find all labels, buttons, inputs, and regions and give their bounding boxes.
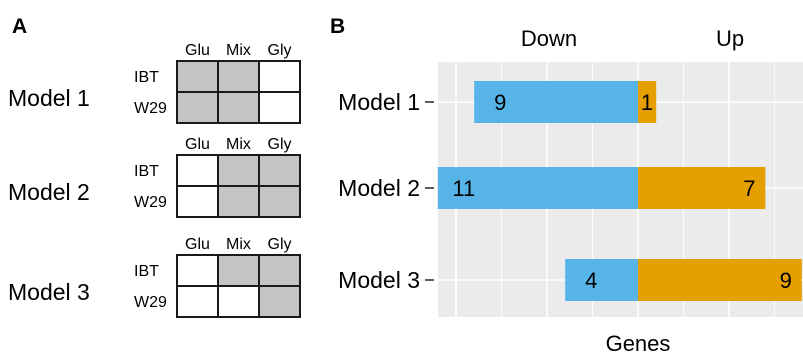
condition-cell — [258, 154, 301, 187]
bar-down — [474, 81, 638, 123]
bar-up-value-label: 7 — [743, 176, 755, 201]
column-header: Glu — [185, 136, 210, 153]
legend-down-label: Down — [521, 26, 577, 51]
condition-cell — [258, 185, 301, 218]
y-tick-label: Model 2 — [338, 175, 420, 201]
condition-cell — [176, 185, 219, 218]
model-name: Model 2 — [8, 179, 90, 205]
bar-up — [638, 167, 766, 209]
panel-b-label: B — [330, 15, 345, 38]
legend-up-label: Up — [716, 26, 744, 51]
panel-a-label: A — [12, 15, 27, 38]
column-header: Gly — [268, 42, 292, 59]
condition-cell — [176, 60, 219, 93]
bar-down-value-label: 9 — [494, 90, 506, 115]
x-axis-title: Genes — [606, 331, 671, 353]
bar-down — [565, 259, 638, 301]
condition-cell — [217, 154, 260, 187]
model-block: Model 3 Glu Mix Gly IBT W29 — [8, 236, 301, 318]
condition-cell — [176, 254, 219, 287]
bar-up — [638, 81, 657, 123]
condition-cell — [176, 154, 219, 187]
bar-up-value-label: 1 — [641, 90, 653, 115]
row-label: W29 — [134, 294, 167, 311]
condition-cell — [176, 91, 219, 124]
panel-a: A Model 1 Glu Mix Gly IBT W29 Model 2 Glu Mix Gly… — [8, 15, 301, 318]
y-axis: Model 1 Model 2 Model 3 — [338, 89, 434, 293]
bar-down — [437, 167, 638, 209]
column-header: Gly — [268, 136, 292, 153]
bar-down-value-label: 4 — [585, 268, 597, 293]
condition-cell — [217, 91, 260, 124]
column-header: Mix — [226, 236, 251, 253]
condition-cell — [258, 254, 301, 287]
column-header: Mix — [226, 42, 251, 59]
row-label: W29 — [134, 194, 167, 211]
plot-bar-labels: 9 111 74 9 — [452, 90, 792, 293]
condition-cell — [217, 285, 260, 318]
model-name: Model 3 — [8, 279, 90, 305]
model-block: Model 2 Glu Mix Gly IBT W29 — [8, 136, 301, 218]
condition-cell — [258, 60, 301, 93]
condition-cell — [217, 185, 260, 218]
y-tick-label: Model 3 — [338, 267, 420, 293]
panel-a-models: Model 1 Glu Mix Gly IBT W29 Model 2 Glu Mix Gly IB… — [8, 42, 301, 318]
condition-cell — [217, 254, 260, 287]
bar-up-value-label: 9 — [780, 268, 792, 293]
condition-cell — [217, 60, 260, 93]
row-label: W29 — [134, 100, 167, 117]
column-header: Mix — [226, 136, 251, 153]
y-tick-label: Model 1 — [338, 89, 420, 115]
column-header: Glu — [185, 236, 210, 253]
model-name: Model 1 — [8, 85, 90, 111]
row-label: IBT — [134, 69, 159, 86]
condition-cell — [258, 91, 301, 124]
condition-cell — [176, 285, 219, 318]
column-header: Gly — [268, 236, 292, 253]
row-label: IBT — [134, 263, 159, 280]
bar-up — [638, 259, 802, 301]
row-label: IBT — [134, 163, 159, 180]
column-header: Glu — [185, 42, 210, 59]
plot-bars — [437, 81, 802, 301]
model-block: Model 1 Glu Mix Gly IBT W29 — [8, 42, 301, 124]
condition-cell — [258, 285, 301, 318]
bar-down-value-label: 11 — [452, 176, 475, 201]
